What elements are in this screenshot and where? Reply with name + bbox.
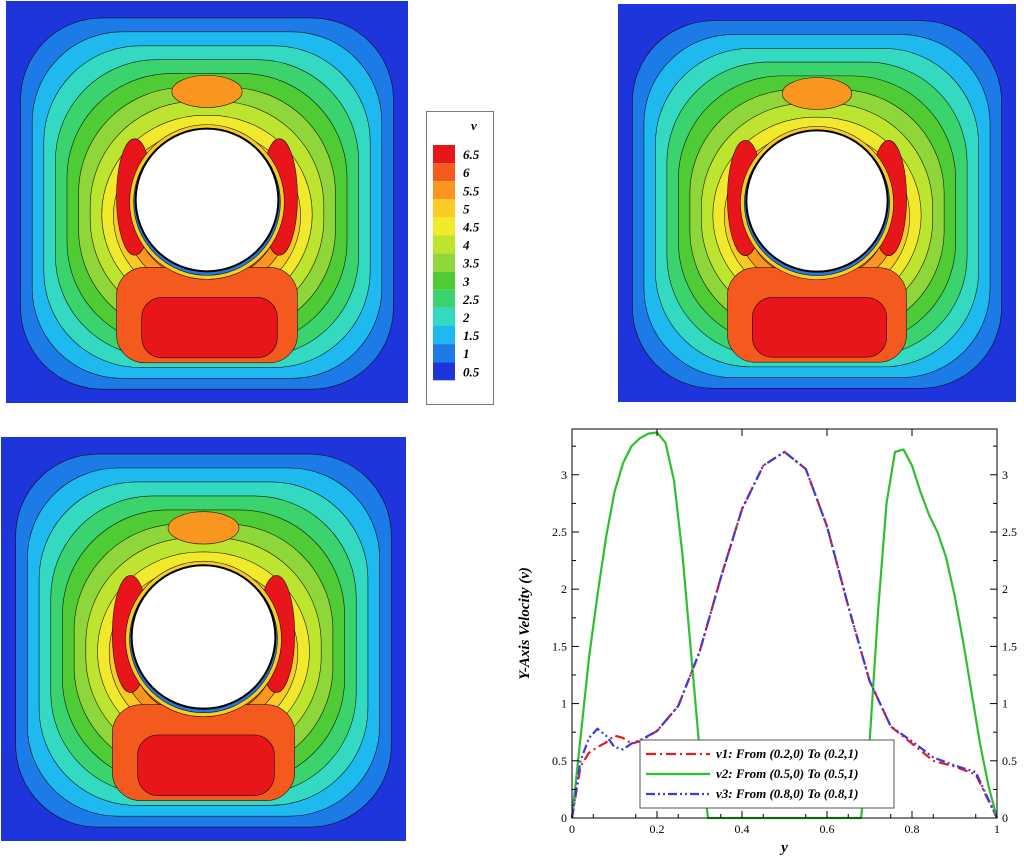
colorbar-level-label: 5.5 xyxy=(463,183,480,198)
y-tick-label-right: 3 xyxy=(1002,468,1008,482)
legend-entry-label: v3: From (0.8,0) To (0.8,1) xyxy=(716,786,859,801)
colorbar-level-label: 4 xyxy=(462,238,470,253)
y-tick-label-right: 0 xyxy=(1002,811,1008,825)
colorbar-swatch xyxy=(433,271,455,290)
colorbar-swatch xyxy=(433,326,455,345)
y-tick-label: 3 xyxy=(561,468,567,482)
colorbar-swatch xyxy=(433,344,455,363)
colorbar-level-label: 2 xyxy=(462,310,470,325)
cylinder-obstacle xyxy=(134,127,280,273)
x-tick-label: 0.2 xyxy=(650,822,665,836)
cylinder-obstacle xyxy=(130,564,277,710)
cylinder-obstacle xyxy=(745,129,889,273)
colorbar-level-label: 6.5 xyxy=(463,147,480,162)
colorbar-level-label: 6 xyxy=(463,165,470,180)
y-tick-label: 1 xyxy=(561,697,567,711)
velocity-line-chart: 0 0.2 0.4 0.6 0.8 10 00.5 0.51 11.5 1.52 22.5 2.53 3… xyxy=(517,428,1017,856)
colorbar-legend: v 6.5 6 5.5 5 4.5 4 3.5 3 2.5 2 1.5 1 0.5 xyxy=(426,111,494,405)
chart-legend: v1: From (0.2,0) To (0.2,1) v2: From (0.5… xyxy=(639,739,895,809)
y-tick-label-right: 2.5 xyxy=(1002,525,1017,539)
colorbar-level-label: 3 xyxy=(462,274,470,289)
x-tick-label: 0.6 xyxy=(820,822,835,836)
colorbar-swatch xyxy=(433,235,455,254)
colorbar-level-label: 2.5 xyxy=(462,292,480,307)
x-tick-label: 0.4 xyxy=(735,822,750,836)
y-tick-label: 2 xyxy=(561,582,567,596)
colorbar-swatch xyxy=(433,253,455,272)
colorbar-graphic: v 6.5 6 5.5 5 4.5 4 3.5 3 2.5 2 1.5 1 0.5 xyxy=(433,118,480,381)
contour-band xyxy=(171,75,243,108)
colorbar-level-label: 5 xyxy=(463,201,470,216)
contour-band xyxy=(752,297,887,358)
y-tick-label-right: 1.5 xyxy=(1002,639,1017,653)
contour-band xyxy=(781,77,853,110)
colorbar-swatch xyxy=(433,307,455,326)
colorbar-level-label: 1.5 xyxy=(463,328,480,343)
contour-band xyxy=(137,734,275,796)
y-tick-label-right: 2 xyxy=(1002,582,1008,596)
y-tick-label-right: 1 xyxy=(1002,697,1008,711)
y-tick-label: 1.5 xyxy=(552,639,567,653)
contour-plot-bottom-left xyxy=(1,437,406,841)
contour-plot-top-left xyxy=(6,1,408,403)
x-tick-label: 0.8 xyxy=(905,822,920,836)
colorbar-swatch xyxy=(433,181,455,200)
y-tick-label-right: 0.5 xyxy=(1002,754,1017,768)
y-tick-label: 0 xyxy=(561,811,567,825)
x-axis-label: y xyxy=(779,840,788,856)
colorbar-title: v xyxy=(471,118,477,133)
legend-entry-label: v1: From (0.2,0) To (0.2,1) xyxy=(716,746,859,761)
y-axis-label: Y-Axis Velocity (v) xyxy=(517,567,533,680)
colorbar-level-label: 3.5 xyxy=(462,256,480,271)
contour-band xyxy=(141,297,278,359)
y-tick-label: 0.5 xyxy=(552,754,567,768)
colorbar-swatch xyxy=(433,163,455,182)
colorbar-swatch xyxy=(433,199,455,218)
colorbar-swatch xyxy=(433,289,455,308)
y-tick-label: 2.5 xyxy=(552,525,567,539)
series-line-v1 xyxy=(570,450,998,819)
colorbar-level-label: 0.5 xyxy=(463,364,480,379)
colorbar-level-label: 4.5 xyxy=(462,219,480,234)
contour-plot-top-right xyxy=(618,4,1016,402)
plot-frame xyxy=(571,428,998,819)
colorbar-swatch xyxy=(433,217,455,236)
x-tick-label: 0 xyxy=(569,822,575,836)
legend-entry-label: v2: From (0.5,0) To (0.5,1) xyxy=(716,766,859,781)
colorbar-swatch xyxy=(433,362,455,381)
x-tick-label: 1 xyxy=(994,822,1000,836)
colorbar-level-label: 1 xyxy=(463,346,470,361)
contour-band xyxy=(167,511,240,545)
colorbar-swatch xyxy=(433,145,455,164)
